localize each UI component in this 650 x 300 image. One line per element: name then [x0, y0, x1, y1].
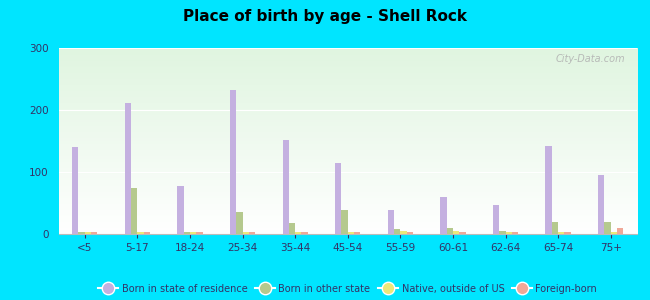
Bar — [400, 231, 407, 234]
Bar — [493, 205, 499, 234]
Bar — [91, 232, 98, 234]
Bar — [84, 232, 91, 234]
Bar — [289, 223, 295, 234]
Bar — [564, 232, 571, 234]
Bar — [499, 231, 506, 234]
Bar — [131, 188, 137, 234]
Bar — [190, 232, 196, 234]
Bar — [506, 232, 512, 234]
Bar — [341, 210, 348, 234]
Bar — [125, 103, 131, 234]
Bar — [460, 232, 465, 234]
Bar — [184, 232, 190, 234]
Bar — [617, 228, 623, 234]
Bar — [545, 146, 552, 234]
Bar — [295, 232, 302, 234]
Bar — [604, 222, 611, 234]
Bar — [79, 232, 84, 234]
Bar — [335, 163, 341, 234]
Bar — [394, 229, 400, 234]
Bar — [440, 197, 447, 234]
Bar — [348, 232, 354, 234]
Bar — [552, 222, 558, 234]
Bar — [302, 232, 308, 234]
Bar — [354, 232, 360, 234]
Bar — [598, 175, 604, 234]
Bar — [72, 147, 79, 234]
Bar — [512, 232, 518, 234]
Bar — [196, 232, 203, 234]
Bar — [387, 210, 394, 234]
Bar — [611, 232, 617, 234]
Legend: Born in state of residence, Born in other state, Native, outside of US, Foreign-: Born in state of residence, Born in othe… — [94, 280, 601, 298]
Bar — [177, 186, 184, 234]
Bar — [236, 212, 242, 234]
Bar — [407, 232, 413, 234]
Bar — [144, 232, 150, 234]
Bar — [230, 90, 236, 234]
Text: City-Data.com: City-Data.com — [556, 54, 625, 64]
Bar — [249, 232, 255, 234]
Bar — [447, 228, 453, 234]
Text: Place of birth by age - Shell Rock: Place of birth by age - Shell Rock — [183, 9, 467, 24]
Bar — [242, 232, 249, 234]
Bar — [558, 232, 564, 234]
Bar — [137, 232, 144, 234]
Bar — [453, 231, 460, 234]
Bar — [283, 140, 289, 234]
